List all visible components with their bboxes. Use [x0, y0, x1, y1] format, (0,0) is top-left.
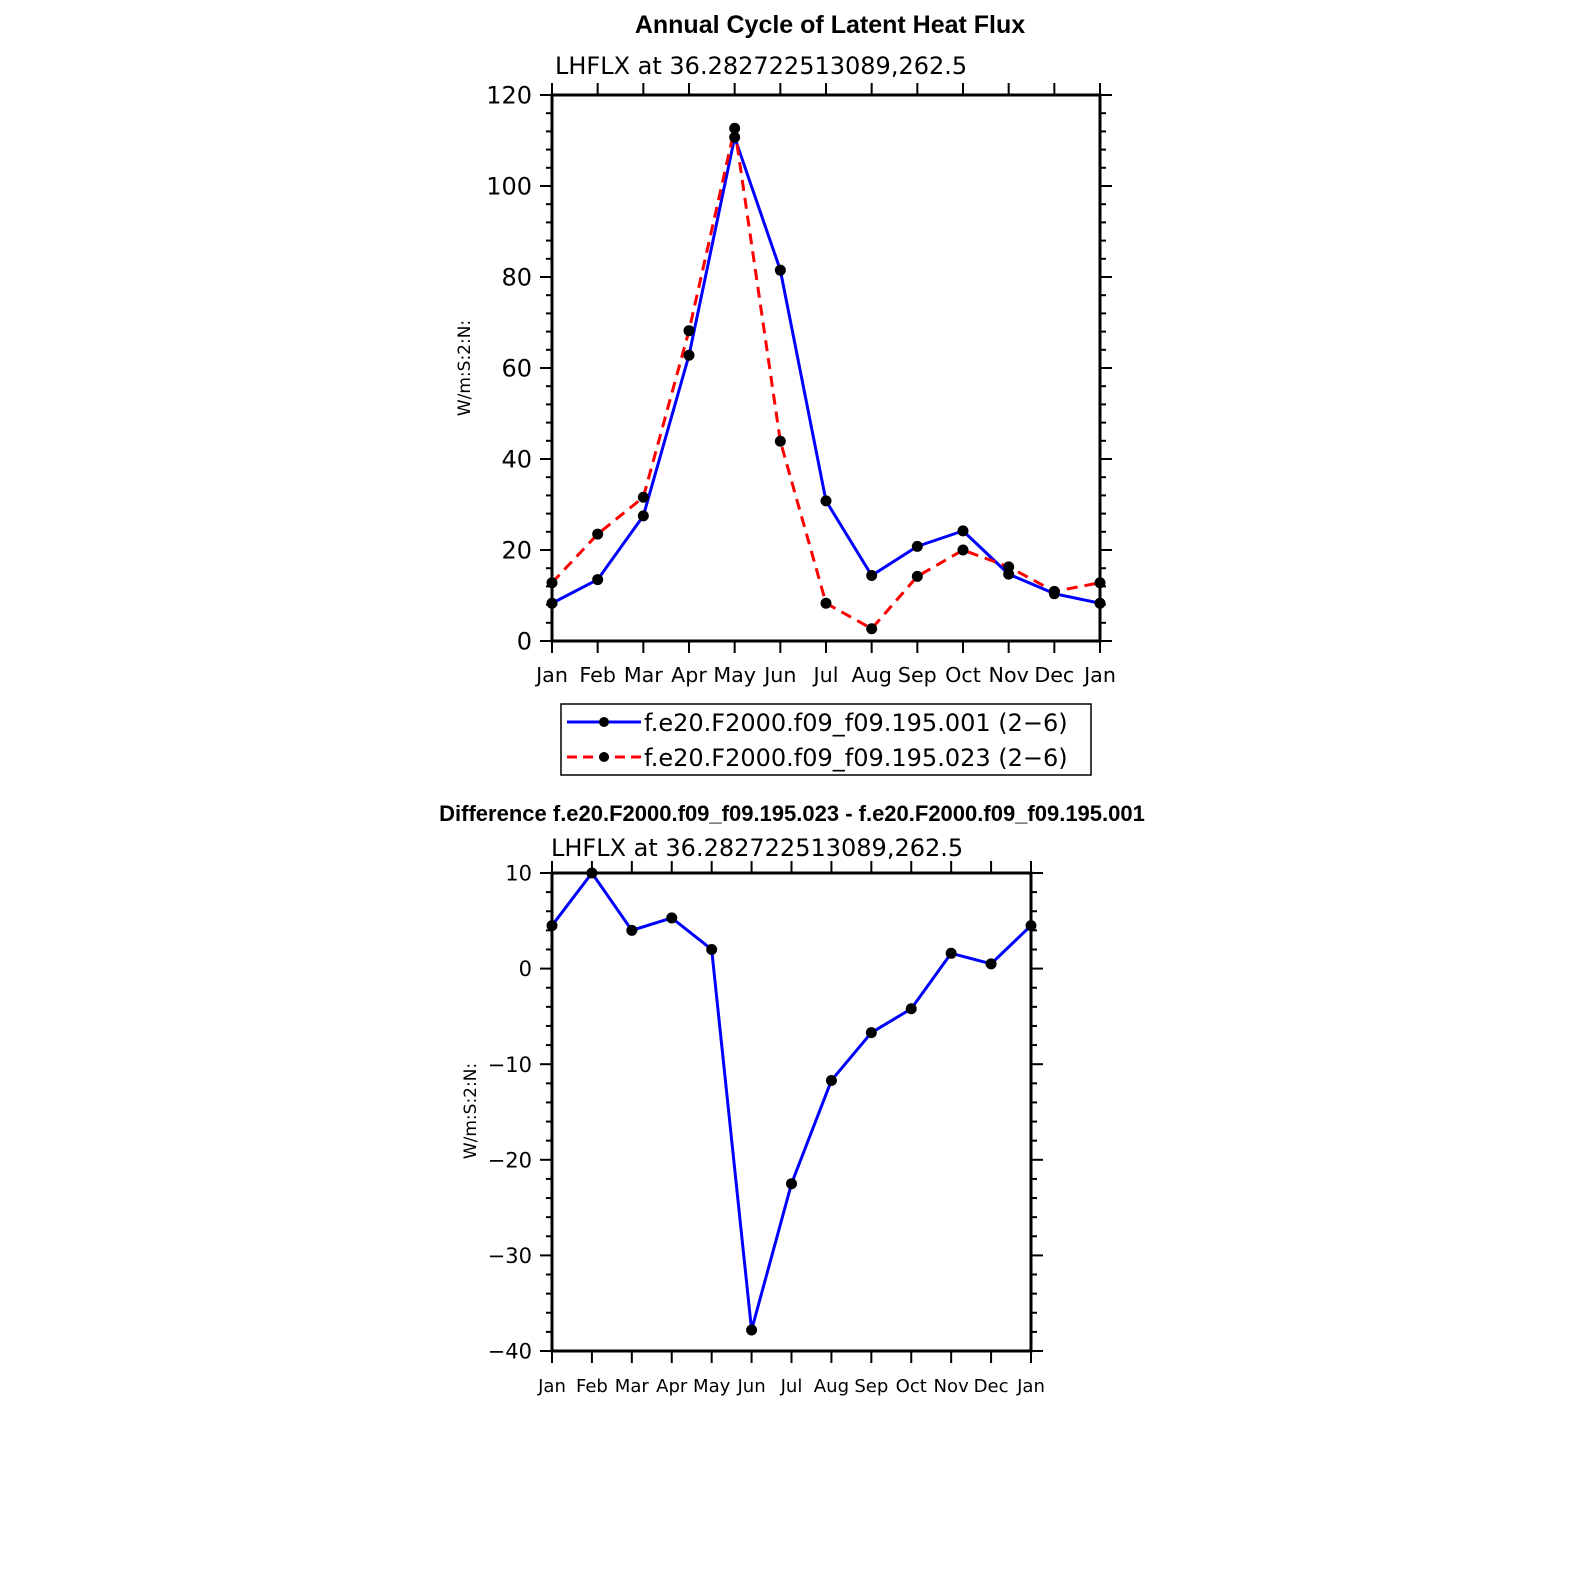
chart2-series-1-point: [945, 947, 957, 959]
chart2-xtick-label: Jan: [1016, 1376, 1045, 1397]
chart1-series-1-point: [911, 540, 923, 552]
legend-frame: [560, 703, 1092, 776]
chart1-series-2-point: [637, 491, 649, 503]
chart1-xtick-label: Apr: [671, 663, 707, 687]
chart1-ylabel: W/m:S:2:N:: [455, 320, 475, 416]
chart1-series-1-point: [957, 525, 969, 537]
chart1-xtick-label: Dec: [1034, 663, 1074, 687]
chart2-series-1-point: [586, 867, 598, 879]
chart2-series-1-point: [706, 943, 718, 955]
chart1-ytick-label: 60: [501, 355, 532, 383]
chart2-xtick-label: Mar: [615, 1376, 650, 1397]
chart1-series-1-point: [820, 495, 832, 507]
chart2-xtick-label: Dec: [974, 1376, 1009, 1397]
chart1-axes: 0 20 40 60 80 100 120 Jan Feb Mar Apr May Jun Jul Aug S…: [486, 82, 1116, 687]
chart1-xtick-label: Aug: [852, 663, 892, 687]
chart1-xtick-label: Oct: [945, 663, 981, 687]
legend-label-series2: f.e20.F2000.f09_f09.195.023 (2−6): [644, 744, 1068, 772]
chart1-series-2-point: [911, 570, 923, 582]
legend-marker-series2: [599, 752, 609, 762]
chart2-series-1-point: [825, 1074, 837, 1086]
chart2-subtitle: LHFLX at 36.282722513089,262.5: [551, 834, 963, 862]
legend-label-series1: f.e20.F2000.f09_f09.195.001 (2−6): [644, 709, 1068, 737]
chart1-plot-area: [546, 122, 1106, 635]
chart1-xtick-label: Jan: [534, 663, 568, 687]
chart2-title: Difference f.e20.F2000.f09_f09.195.023 -…: [439, 801, 1145, 826]
chart2-ytick-label: 10: [505, 862, 532, 886]
chart2-xtick-label: Feb: [576, 1376, 608, 1397]
chart1-series-1-point: [866, 569, 878, 581]
chart1-title: Annual Cycle of Latent Heat Flux: [635, 11, 1025, 39]
chart2-plot-area: [546, 867, 1037, 1336]
chart1-series-2-point: [1094, 577, 1106, 589]
chart1-xtick-label: Jan: [1082, 663, 1116, 687]
chart1-xtick-label: Nov: [989, 663, 1029, 687]
chart2-xtick-label: May: [693, 1376, 731, 1397]
chart1-series-1-point: [683, 349, 695, 361]
chart1-series-2-point: [1048, 585, 1060, 597]
chart2-ytick-label: 0: [519, 957, 532, 981]
chart2-ylabel: W/m:S:2:N:: [461, 1063, 481, 1159]
chart2-ytick-label: −40: [488, 1340, 532, 1364]
chart1-series-1-point: [729, 131, 741, 143]
chart1-series-1-point: [546, 597, 558, 609]
chart2-series-1-point: [746, 1324, 758, 1336]
chart1-ytick-label: 80: [501, 264, 532, 292]
chart1-xtick-label: Mar: [624, 663, 663, 687]
chart1-ytick-label: 0: [517, 628, 532, 656]
chart1-subtitle: LHFLX at 36.282722513089,262.5: [555, 52, 967, 80]
chart2-axes: −40 −30 −20 −10 0 10 Jan Feb Mar Apr May Jun Jul Aug S…: [488, 861, 1045, 1397]
chart1-series-2-point: [683, 325, 695, 337]
chart1-series-2-point: [1003, 561, 1015, 573]
legend-marker-series1: [599, 717, 609, 727]
chart1-series-2-point: [546, 577, 558, 589]
chart2-xtick-label: Sep: [854, 1376, 888, 1397]
chart2-series-1-point: [786, 1178, 797, 1190]
chart2-series-1-point: [985, 958, 997, 970]
chart1-ytick-label: 100: [486, 173, 532, 201]
chart2-xtick-label: Apr: [656, 1376, 688, 1397]
chart1-ytick-label: 40: [501, 446, 532, 474]
chart1-series-2-point: [592, 528, 604, 540]
chart1-series-1-point: [774, 264, 786, 276]
chart1-xtick-label: Feb: [579, 663, 616, 687]
chart2-series-1-point: [905, 1003, 917, 1015]
chart2-series-1-point: [666, 912, 678, 924]
chart1-series-2-point: [820, 597, 832, 609]
chart1-xtick-label: Jun: [762, 663, 796, 687]
chart1-xtick-label: Sep: [898, 663, 937, 687]
chart2-series-1-point: [865, 1027, 877, 1039]
chart1-xtick-label: Jul: [812, 663, 839, 687]
chart2-series-1-point: [1025, 920, 1037, 932]
chart2-series-1-point: [546, 920, 558, 932]
chart1-series-2-point: [774, 435, 786, 447]
chart1-series-1-point: [637, 510, 649, 522]
chart1-ytick-label: 20: [501, 537, 532, 565]
chart2-xtick-label: Oct: [896, 1376, 927, 1397]
chart2-xtick-label: Jan: [537, 1376, 566, 1397]
chart1-series-2-point: [866, 623, 878, 635]
chart1-series-1-point: [592, 574, 604, 586]
chart2-series-1-point: [626, 924, 638, 936]
chart1-ytick-label: 120: [486, 82, 532, 110]
chart2-xtick-label: Aug: [814, 1376, 849, 1397]
chart1-xtick-label: May: [713, 663, 756, 687]
chart2-xtick-label: Jun: [736, 1376, 765, 1397]
chart2-xtick-label: Jul: [780, 1376, 803, 1397]
chart1-series-1-point: [1094, 597, 1106, 609]
chart1-legend: f.e20.F2000.f09_f09.195.001 (2−6) f.e20.…: [560, 703, 1092, 776]
chart2-ytick-label: −10: [488, 1053, 532, 1077]
chart2-ytick-label: −20: [488, 1148, 532, 1172]
chart1-series-2-point: [957, 544, 969, 556]
chart1-series-2-point: [729, 122, 741, 134]
chart2-ytick-label: −30: [488, 1244, 532, 1268]
chart2-xtick-label: Nov: [934, 1376, 970, 1397]
